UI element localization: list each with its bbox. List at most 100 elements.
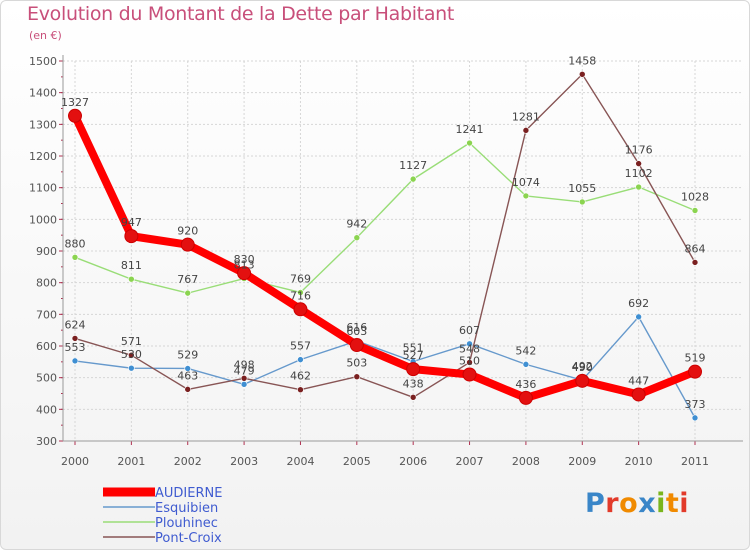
y-tick-label: 1300 <box>29 118 57 131</box>
data-label: 624 <box>65 318 86 331</box>
data-point-audierne <box>180 237 195 252</box>
data-label: 510 <box>459 355 480 368</box>
data-label: 692 <box>628 297 649 310</box>
data-point-plouhinec <box>128 275 135 283</box>
series-line-esquibien <box>74 316 696 419</box>
data-label: 769 <box>290 272 311 285</box>
x-tick-label: 2002 <box>174 455 202 468</box>
data-label: 1055 <box>568 182 596 195</box>
legend-label: Esquibien <box>155 501 218 516</box>
data-label: 607 <box>459 324 480 337</box>
y-tick-label: 800 <box>36 277 57 290</box>
data-label: 1241 <box>456 123 484 136</box>
data-point-plouhinec <box>466 139 473 147</box>
data-point-pont-croix <box>466 359 473 366</box>
data-label: 503 <box>346 357 367 370</box>
data-point-audierne <box>631 387 646 402</box>
proxiti-logo: Proxiti <box>585 488 689 519</box>
data-label: 920 <box>177 225 198 238</box>
logo-letter: i <box>679 488 690 519</box>
data-point-audierne <box>518 390 533 405</box>
data-label: 1176 <box>625 144 653 157</box>
data-point-pont-croix <box>184 386 192 393</box>
x-tick-label: 2007 <box>456 455 484 468</box>
data-label: 490 <box>572 361 593 374</box>
data-point-audierne <box>237 266 252 281</box>
data-point-pont-croix <box>691 259 699 266</box>
data-label: 438 <box>403 377 424 390</box>
data-point-pont-croix <box>240 374 248 382</box>
data-point-esquibien <box>466 340 473 348</box>
data-label: 529 <box>177 348 198 361</box>
chart-title: Evolution du Montant de la Dette par Hab… <box>27 3 455 25</box>
data-label: 436 <box>515 378 536 391</box>
data-point-audierne <box>349 338 364 353</box>
data-point-esquibien <box>184 365 192 372</box>
data-label: 548 <box>459 342 480 355</box>
data-label: 864 <box>685 242 706 255</box>
x-tick-label: 2004 <box>286 455 314 468</box>
data-point-esquibien <box>522 361 530 368</box>
data-label: 447 <box>628 374 649 387</box>
data-label: 463 <box>177 369 198 382</box>
data-label: 947 <box>121 216 142 229</box>
data-label: 530 <box>121 348 142 361</box>
y-tick-label: 1200 <box>29 150 57 163</box>
data-point-audierne <box>406 362 421 377</box>
data-label: 479 <box>234 364 255 377</box>
data-label: 542 <box>515 344 536 357</box>
y-tick-label: 1500 <box>29 55 57 68</box>
x-tick-label: 2006 <box>399 455 427 468</box>
data-point-esquibien <box>128 364 135 372</box>
data-label: 1074 <box>512 176 540 189</box>
logo-letter: P <box>585 488 606 519</box>
logo-letter: i <box>656 488 666 519</box>
data-label: 1127 <box>399 159 427 172</box>
x-tick-label: 2000 <box>61 455 89 468</box>
x-tick-label: 2005 <box>343 455 371 468</box>
chart-subtitle: (en €) <box>29 29 62 42</box>
data-point-plouhinec <box>353 234 361 241</box>
data-point-esquibien <box>71 357 79 365</box>
data-point-audierne <box>688 364 702 379</box>
x-tick-label: 2003 <box>230 455 258 468</box>
data-label: 373 <box>685 398 706 411</box>
data-point-pont-croix <box>635 160 642 167</box>
series-line-audierne <box>71 111 699 402</box>
data-point-pont-croix <box>71 335 79 342</box>
data-label: 527 <box>403 349 424 362</box>
data-label: 551 <box>403 342 424 355</box>
x-tick-label: 2011 <box>681 455 709 468</box>
y-tick-label: 300 <box>36 435 57 448</box>
data-point-audierne <box>124 229 139 244</box>
data-label: 498 <box>234 358 255 371</box>
data-point-pont-croix <box>297 386 304 394</box>
x-tick-label: 2009 <box>568 455 596 468</box>
y-tick-label: 400 <box>36 403 57 416</box>
data-point-esquibien <box>635 313 642 321</box>
logo-letter: r <box>605 488 620 519</box>
data-label: 767 <box>177 273 198 286</box>
data-point-audierne <box>68 108 82 123</box>
data-label: 830 <box>234 253 255 266</box>
data-point-esquibien <box>297 356 304 363</box>
data-label: 1281 <box>512 110 540 123</box>
data-point-audierne <box>293 302 308 317</box>
y-tick-label: 1000 <box>29 213 57 226</box>
data-point-plouhinec <box>409 175 417 183</box>
data-point-plouhinec <box>522 192 530 200</box>
data-label: 616 <box>346 321 367 334</box>
data-point-plouhinec <box>71 254 79 261</box>
logo-letter: t <box>665 488 680 519</box>
data-point-plouhinec <box>184 289 192 297</box>
x-tick-label: 2010 <box>625 455 653 468</box>
y-tick-label: 600 <box>36 340 57 353</box>
logo-letter: x <box>638 488 657 519</box>
data-label: 1028 <box>681 190 709 203</box>
y-tick-label: 500 <box>36 372 57 385</box>
data-label: 1327 <box>61 96 89 109</box>
data-point-esquibien <box>691 414 699 422</box>
series-line-pont-croix <box>74 73 696 398</box>
